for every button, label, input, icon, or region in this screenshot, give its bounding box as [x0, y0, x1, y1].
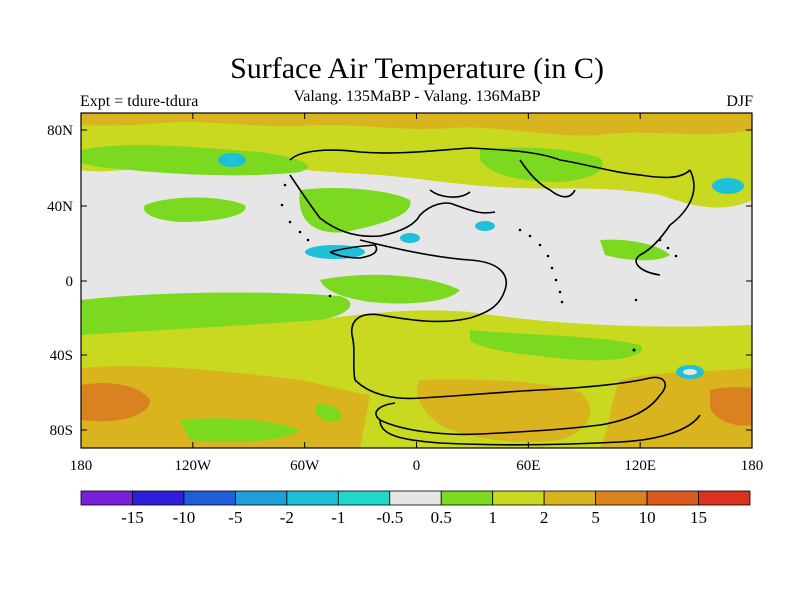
field-north-1f	[320, 274, 460, 304]
colorbar-swatch	[492, 490, 545, 506]
colorbar-swatch	[132, 490, 185, 506]
lon-tick-label: 180	[741, 458, 764, 474]
island-dots	[280, 183, 678, 352]
field-north-1a	[81, 145, 308, 176]
lat-tick-label: 0	[66, 274, 74, 290]
plot-subtitle: Valang. 135MaBP - Valang. 136MaBP	[293, 88, 541, 105]
lon-tick-label: 180	[70, 458, 93, 474]
latitude-axis: 80N 40N 0 40S 80S	[47, 123, 752, 439]
field-north-1c	[299, 188, 411, 233]
field-cool-6-core	[683, 369, 697, 375]
field-cool-1	[218, 153, 246, 167]
colorbar-label: 0.5	[431, 508, 452, 527]
longitude-axis: 180 120W 60W 0 60E 120E 180	[70, 113, 764, 474]
season-label: DJF	[726, 93, 753, 110]
plot-title: Surface Air Temperature (in C)	[230, 52, 604, 85]
colorbar-swatch	[234, 490, 288, 506]
lat-tick-label: 40N	[47, 199, 73, 215]
colorbar-swatch	[286, 490, 339, 506]
colorbar-swatch	[595, 490, 648, 506]
field-south-10b	[710, 387, 752, 426]
colorbar-label: -15	[121, 508, 144, 527]
colorbar-swatch	[440, 490, 494, 506]
colorbar-label: 1	[488, 508, 497, 527]
lon-tick-label: 0	[413, 458, 421, 474]
field-north-2	[81, 113, 752, 208]
colorbar-swatch	[80, 490, 133, 506]
colorbar-label: -5	[228, 508, 242, 527]
lon-tick-label: 60E	[516, 458, 540, 474]
experiment-label: Expt = tdure-tdura	[80, 93, 199, 110]
field-south-1d	[315, 404, 341, 422]
lon-tick-label: 120E	[624, 458, 656, 474]
field-cool-5	[475, 221, 495, 231]
lat-tick-label: 80S	[50, 423, 73, 439]
field-south-10a	[81, 383, 150, 422]
field-south-1a	[81, 292, 351, 335]
colorbar-swatch	[543, 490, 597, 506]
field-north-1d	[480, 147, 603, 182]
field-south-1b	[470, 330, 642, 361]
field-north-1b	[144, 197, 246, 222]
field-south-5b	[600, 368, 752, 448]
colorbar-label: 2	[540, 508, 549, 527]
lon-tick-label: 60W	[290, 458, 320, 474]
field-cool-4	[400, 233, 420, 243]
field-south-5	[81, 366, 370, 448]
colorbar-swatch	[698, 490, 751, 506]
colorbar-label: 5	[591, 508, 600, 527]
field-north-1e	[600, 239, 670, 261]
colorbar-label: -1	[331, 508, 345, 527]
coastlines	[289, 147, 701, 446]
lat-tick-label: 40S	[50, 348, 73, 364]
colorbar-label: 15	[690, 508, 707, 527]
colorbar-swatch	[183, 490, 236, 506]
colorbar-swatch	[646, 490, 699, 506]
field-north-5	[81, 113, 752, 136]
field-cool-2	[712, 178, 744, 194]
field-south-1c	[180, 418, 300, 442]
colorbar-label: 10	[639, 508, 656, 527]
lat-tick-label: 80N	[47, 123, 73, 139]
colorbar-swatch	[389, 490, 442, 506]
lon-tick-label: 120W	[174, 458, 212, 474]
temperature-field	[81, 113, 752, 448]
colorbar: -15 -10 -5 -2 -1 -0.5 0.5 1 2 5 10 15	[80, 490, 751, 527]
colorbar-label: -0.5	[376, 508, 403, 527]
colorbar-label: -10	[173, 508, 196, 527]
colorbar-swatch	[337, 490, 391, 506]
colorbar-label: -2	[280, 508, 294, 527]
